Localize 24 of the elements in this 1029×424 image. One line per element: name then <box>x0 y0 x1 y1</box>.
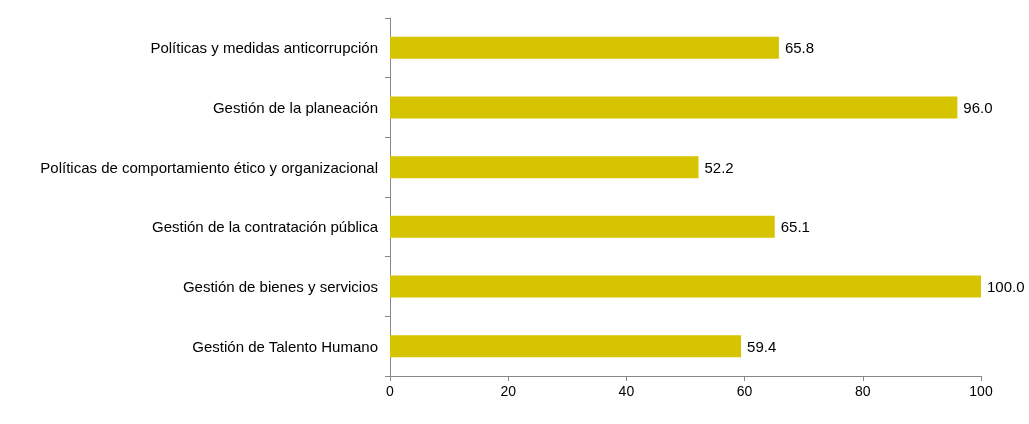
bar <box>390 335 742 358</box>
data-label: 65.8 <box>784 39 815 57</box>
bar <box>390 156 699 179</box>
y-tick-label: Gestión de la contratación pública <box>152 218 379 236</box>
bar <box>390 275 981 298</box>
x-tick-label: 0 <box>386 383 395 399</box>
y-tick-label: Políticas de comportamiento ético y organizacional <box>40 158 378 176</box>
data-label: 59.4 <box>747 337 777 355</box>
data-label: 100.0 <box>987 278 1025 295</box>
x-tick-label: 100 <box>969 383 993 399</box>
x-tick-label: 20 <box>500 383 517 399</box>
y-tick-label: Gestión de la planeación <box>212 99 378 116</box>
data-label: 96.0 <box>963 99 993 116</box>
x-tick-label: 80 <box>855 383 871 399</box>
y-tick-label: Gestión de Talento Humano <box>192 337 378 355</box>
bar <box>390 96 958 119</box>
bar <box>390 36 779 59</box>
data-label: 65.1 <box>780 218 810 236</box>
y-tick-label: Gestión de bienes y servicios <box>182 278 378 295</box>
data-label: 52.2 <box>704 158 734 176</box>
y-tick-label: Políticas y medidas anticorrupción <box>150 39 378 57</box>
x-tick-label: 60 <box>736 383 753 399</box>
bar <box>390 215 775 238</box>
x-tick-label: 40 <box>618 383 635 399</box>
